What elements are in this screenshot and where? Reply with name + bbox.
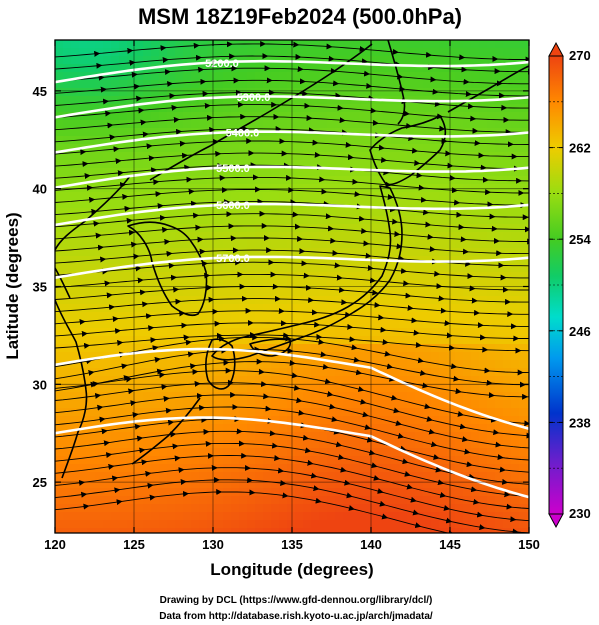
coastline-honshu [211, 185, 403, 361]
colorbar-tick-label: 238 [569, 415, 591, 430]
contour-label: 5500.0 [216, 163, 250, 175]
contour-label: 5200.0 [205, 58, 239, 70]
contour-label: 5300.0 [237, 92, 271, 104]
x-tick-label: 130 [202, 537, 224, 552]
y-tick-label: 35 [33, 280, 47, 295]
coastline-ryukyu [131, 397, 201, 465]
y-tick-label: 45 [33, 84, 47, 99]
plot-area: 5200.0 5300.0 5400.0 5500.0 5600.0 5700.0 [55, 40, 529, 533]
y-tick-label: 25 [33, 475, 47, 490]
footer-data-source: Data from http://database.rish.kyoto-u.a… [159, 611, 433, 622]
colorbar-tick-label: 246 [569, 324, 591, 339]
colorbar-gradient [548, 55, 564, 515]
y-tick-label: 40 [33, 182, 47, 197]
contour-label: 5600.0 [216, 200, 250, 212]
colorbar: 230 238 246 254 262 270 [548, 41, 591, 529]
y-tick-label: 30 [33, 377, 47, 392]
x-tick-label: 140 [360, 537, 382, 552]
colorbar-tick-label: 262 [569, 141, 591, 156]
footer-drawing-credit: Drawing by DCL (https://www.gfd-dennou.o… [160, 595, 433, 606]
x-tick-label: 135 [281, 537, 303, 552]
x-tick-label: 150 [518, 537, 540, 552]
x-axis-ticks: 120 125 130 135 140 145 150 [44, 40, 540, 552]
colorbar-tick-label: 270 [569, 48, 591, 63]
coastlines [55, 40, 529, 479]
lat-lon-grid [55, 40, 529, 533]
x-axis-label: Longitude (degrees) [210, 560, 373, 579]
colorbar-upper-extend-triangle [548, 41, 564, 57]
colorbar-tick-label: 230 [569, 506, 591, 521]
chart-title: MSM 18Z19Feb2024 (500.0hPa) [138, 4, 462, 29]
x-tick-label: 125 [123, 537, 145, 552]
coastline-russia [149, 43, 373, 181]
colorbar-lower-extend-triangle [548, 513, 564, 529]
x-tick-label: 120 [44, 537, 66, 552]
contour-label: 5700.0 [216, 253, 250, 265]
colorbar-ticks: 230 238 246 254 262 270 [549, 48, 591, 521]
y-axis-label: Latitude (degrees) [3, 212, 22, 359]
y-axis-ticks: 25 30 35 40 45 [33, 84, 529, 490]
coastline-china [55, 267, 88, 479]
contour-labels: 5200.0 5300.0 5400.0 5500.0 5600.0 5700.0 [205, 58, 270, 265]
colorbar-tick-label: 254 [569, 232, 591, 247]
x-tick-label: 145 [439, 537, 461, 552]
contour-label: 5400.0 [226, 127, 260, 139]
